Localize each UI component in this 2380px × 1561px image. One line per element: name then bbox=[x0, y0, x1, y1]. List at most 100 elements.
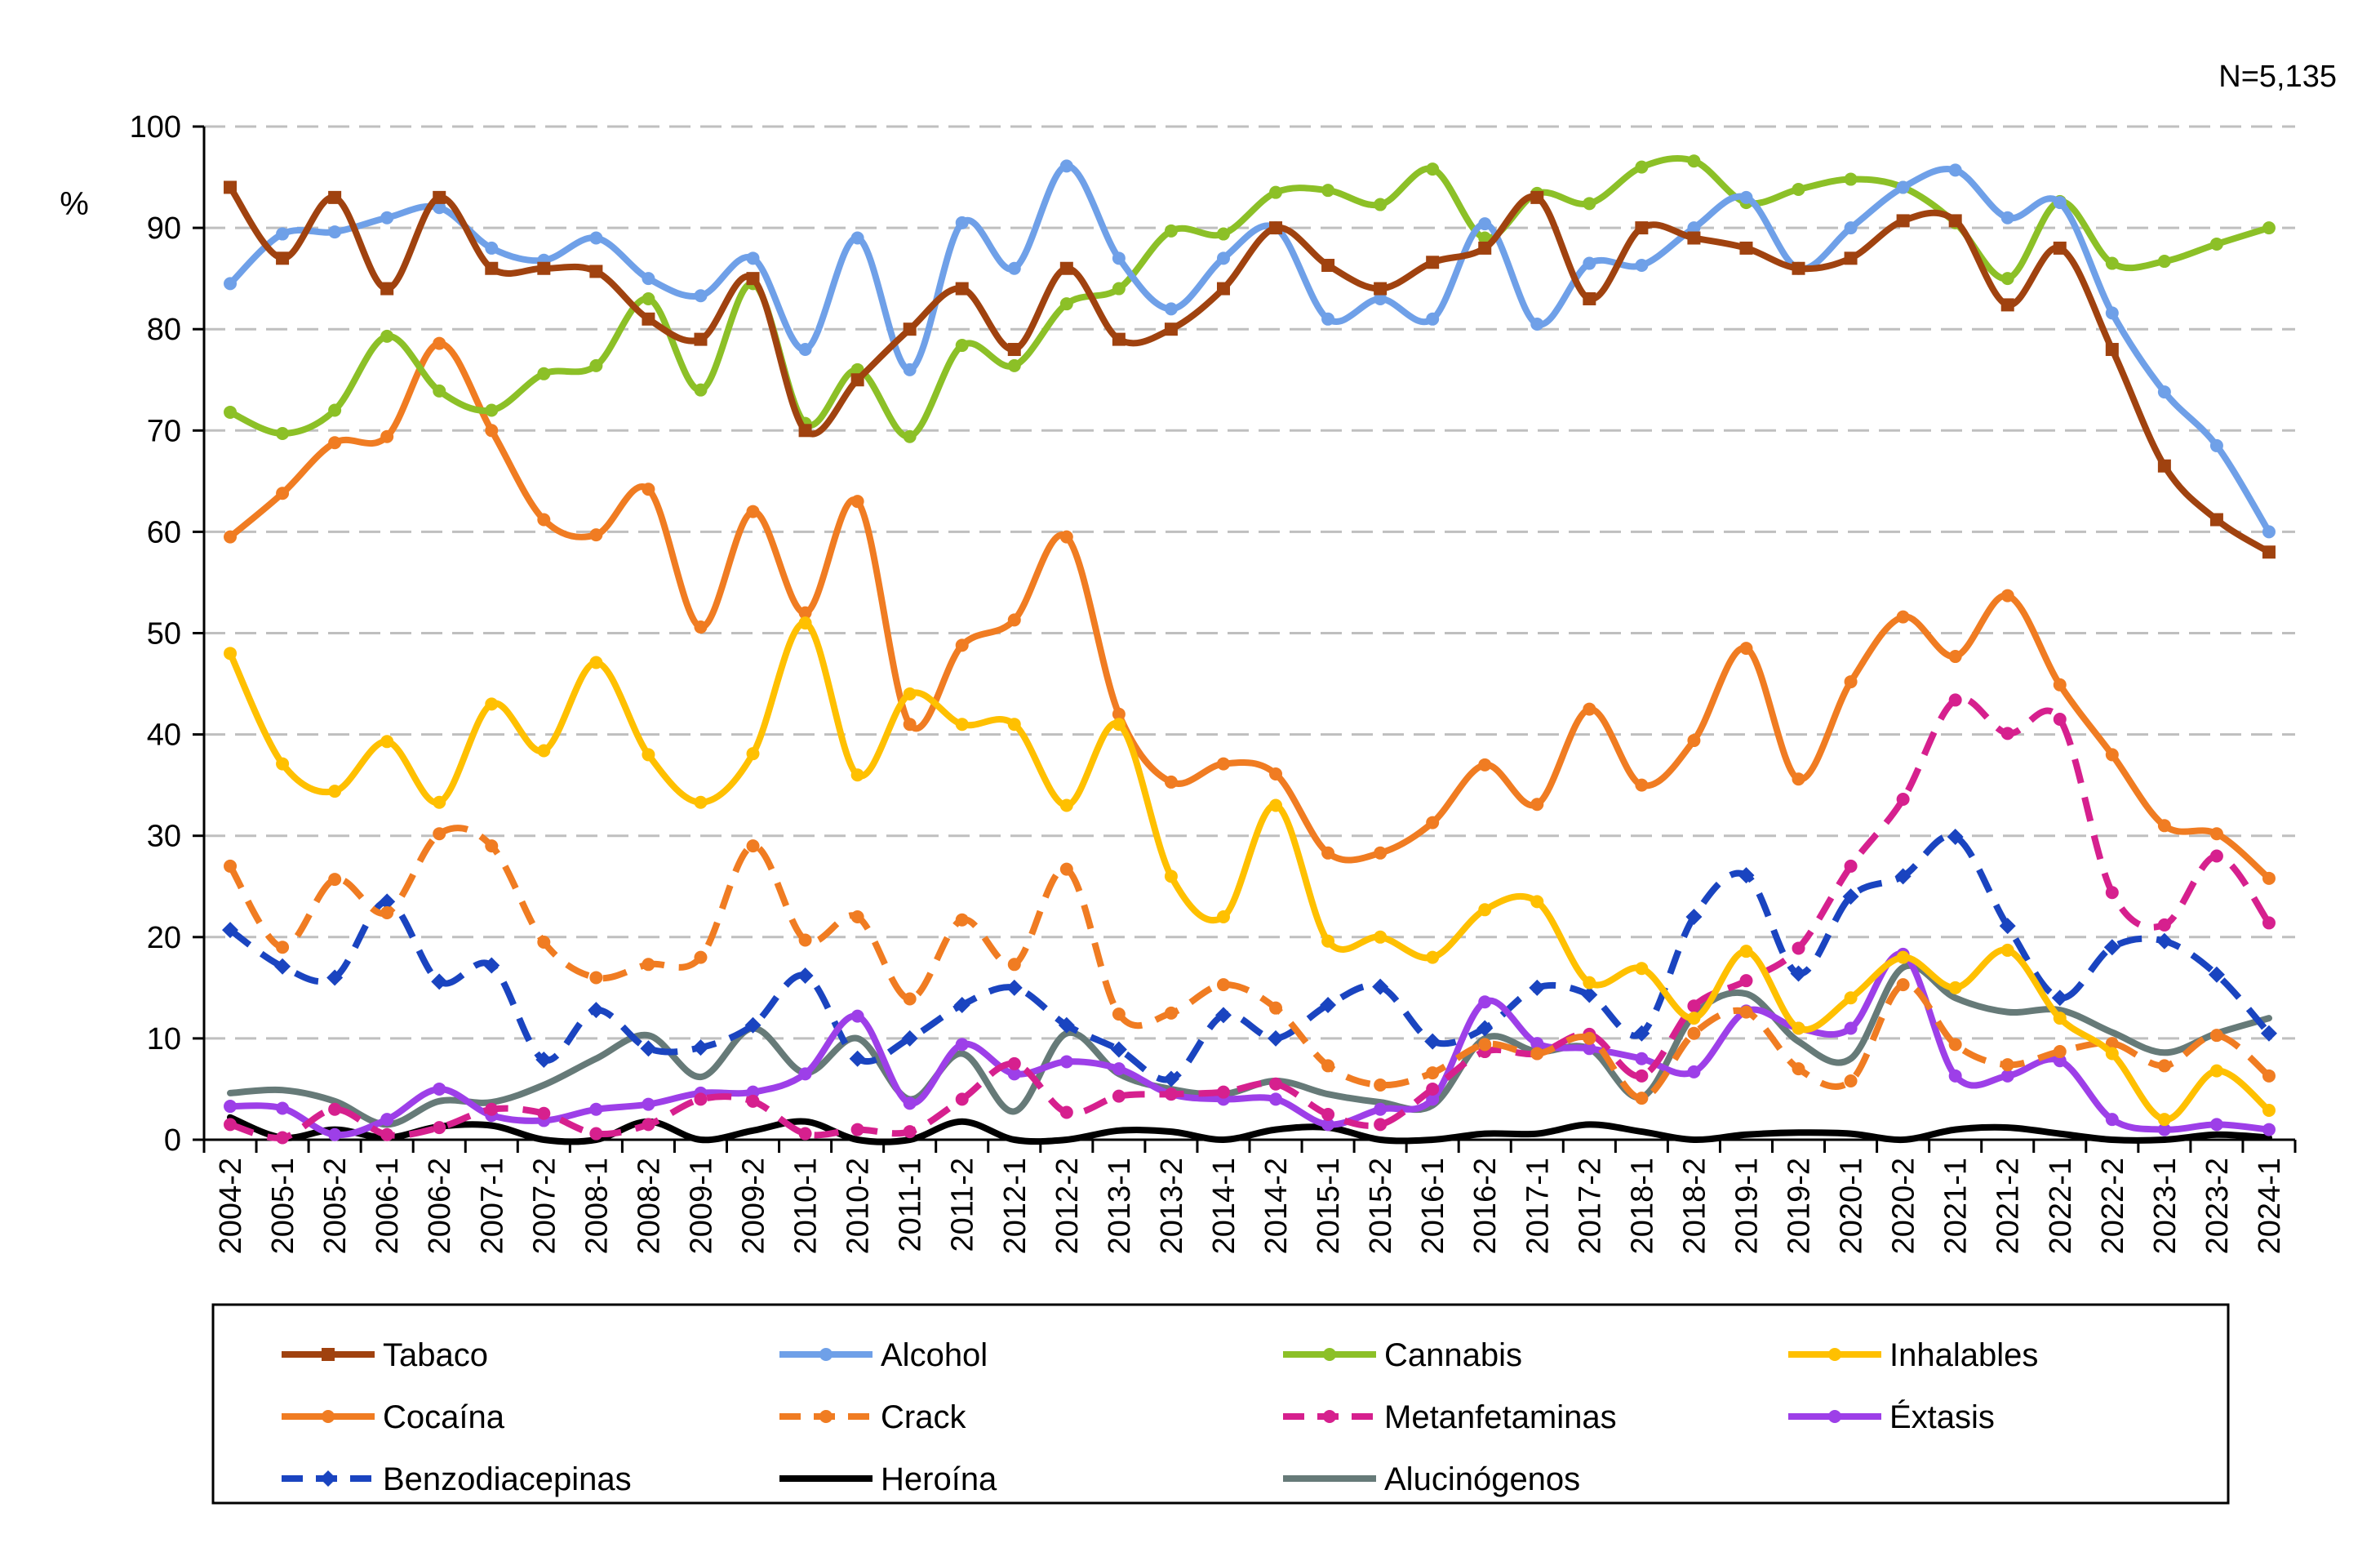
data-point-tabaco bbox=[1007, 343, 1021, 357]
data-point-inhalables bbox=[2000, 943, 2014, 957]
legend-marker bbox=[1828, 1410, 1841, 1423]
data-point-benzodiacepinas bbox=[901, 1030, 918, 1047]
data-point-benzodiacepinas bbox=[2051, 990, 2068, 1007]
data-point-cannabis bbox=[1374, 198, 1388, 211]
data-point-cannabis bbox=[1112, 282, 1126, 296]
data-point-cannabis bbox=[1844, 172, 1858, 186]
data-point-extasis bbox=[798, 1067, 812, 1081]
data-point-metanfetaminas bbox=[2262, 916, 2276, 930]
data-point-cocaina bbox=[2209, 827, 2223, 841]
data-point-extasis bbox=[642, 1097, 655, 1111]
legend-label: Alucinógenos bbox=[1384, 1461, 1580, 1497]
data-point-benzodiacepinas bbox=[1214, 1007, 1232, 1024]
data-point-inhalables bbox=[433, 795, 446, 809]
data-point-tabaco bbox=[2157, 459, 2171, 473]
data-point-extasis bbox=[1948, 1069, 1962, 1083]
data-point-tabaco bbox=[850, 373, 864, 387]
data-point-metanfetaminas bbox=[1321, 1107, 1335, 1121]
data-point-cocaina bbox=[1948, 650, 1962, 664]
x-tick-label: 2013-1 bbox=[1103, 1158, 1137, 1254]
data-point-cannabis bbox=[642, 291, 655, 305]
data-point-crack bbox=[694, 950, 708, 964]
data-point-alcohol bbox=[1687, 221, 1701, 235]
data-point-extasis bbox=[2053, 1054, 2067, 1068]
data-point-tabaco bbox=[746, 272, 760, 286]
data-point-metanfetaminas bbox=[589, 1127, 603, 1141]
data-point-alcohol bbox=[380, 211, 394, 225]
data-point-tabaco bbox=[1112, 332, 1126, 346]
data-point-extasis bbox=[1478, 995, 1492, 1009]
data-point-alcohol bbox=[1007, 261, 1021, 275]
data-point-benzodiacepinas bbox=[1110, 1041, 1127, 1058]
data-point-extasis bbox=[2157, 1123, 2171, 1136]
data-point-alcohol bbox=[1426, 312, 1440, 326]
data-point-metanfetaminas bbox=[276, 1131, 290, 1145]
data-point-extasis bbox=[1321, 1118, 1335, 1132]
x-tick-label: 2013-2 bbox=[1155, 1158, 1189, 1254]
sample-size-annotation: N=5,135 bbox=[2218, 60, 2337, 94]
data-point-metanfetaminas bbox=[1112, 1089, 1126, 1103]
data-point-tabaco bbox=[1687, 231, 1701, 245]
data-point-benzodiacepinas bbox=[535, 1051, 553, 1068]
legend-marker bbox=[322, 1410, 335, 1423]
data-point-cannabis bbox=[1635, 160, 1649, 174]
data-point-extasis bbox=[1112, 1062, 1126, 1076]
data-point-cocaina bbox=[1426, 816, 1440, 829]
data-point-crack bbox=[1687, 1026, 1701, 1040]
legend-label: Benzodiacepinas bbox=[383, 1461, 632, 1497]
data-point-tabaco bbox=[2053, 241, 2067, 255]
x-tick-label: 2017-1 bbox=[1521, 1158, 1555, 1254]
data-point-crack bbox=[1059, 862, 1073, 876]
data-point-cocaina bbox=[2105, 748, 2119, 762]
x-tick-label: 2021-2 bbox=[1991, 1158, 2026, 1254]
x-tick-label: 2018-1 bbox=[1625, 1158, 1659, 1254]
data-point-cannabis bbox=[328, 403, 342, 417]
data-point-alcohol bbox=[850, 231, 864, 245]
x-tick-label: 2016-1 bbox=[1416, 1158, 1450, 1254]
data-point-metanfetaminas bbox=[903, 1125, 917, 1139]
data-point-cocaina bbox=[1635, 778, 1649, 792]
data-point-alcohol bbox=[2262, 525, 2276, 539]
data-point-cocaina bbox=[746, 505, 760, 518]
data-point-inhalables bbox=[589, 656, 603, 669]
x-tick-label: 2009-2 bbox=[737, 1158, 771, 1254]
data-point-inhalables bbox=[537, 744, 551, 758]
x-tick-label: 2014-2 bbox=[1259, 1158, 1294, 1254]
data-point-inhalables bbox=[1583, 976, 1596, 990]
data-point-cannabis bbox=[1583, 197, 1596, 211]
data-point-metanfetaminas bbox=[798, 1127, 812, 1141]
data-point-metanfetaminas bbox=[1164, 1087, 1178, 1101]
data-point-extasis bbox=[433, 1082, 446, 1096]
data-point-alcohol bbox=[903, 362, 917, 376]
data-point-metanfetaminas bbox=[1059, 1105, 1073, 1119]
data-point-tabaco bbox=[1216, 282, 1230, 296]
y-tick-labels: 0 10 20 30 40 50 60 70 80 90 100 bbox=[130, 110, 181, 1158]
data-point-inhalables bbox=[1059, 798, 1073, 812]
data-point-inhalables bbox=[746, 747, 760, 761]
data-point-crack bbox=[1269, 1001, 1283, 1015]
legend-label: Heroína bbox=[881, 1461, 997, 1497]
x-tick-label: 2019-1 bbox=[1729, 1158, 1764, 1254]
data-point-crack bbox=[328, 873, 342, 887]
data-point-alcohol bbox=[798, 343, 812, 357]
legend-item-cocaina: Cocaína bbox=[282, 1399, 505, 1435]
data-point-crack bbox=[2000, 1058, 2014, 1072]
data-point-cannabis bbox=[1059, 297, 1073, 311]
data-point-metanfetaminas bbox=[433, 1121, 446, 1135]
data-point-cocaina bbox=[1792, 772, 1805, 786]
legend-item-heroina: Heroína bbox=[779, 1461, 997, 1497]
data-point-tabaco bbox=[380, 282, 394, 296]
data-point-benzodiacepinas bbox=[692, 1039, 709, 1056]
data-point-benzodiacepinas bbox=[953, 996, 970, 1013]
data-point-alcohol bbox=[1948, 163, 1962, 177]
legend-label: Crack bbox=[881, 1399, 966, 1435]
data-point-crack bbox=[537, 936, 551, 949]
series-heroina bbox=[227, 1114, 2272, 1145]
data-point-cocaina bbox=[642, 483, 655, 496]
data-point-benzodiacepinas bbox=[1529, 979, 1546, 996]
data-point-tabaco bbox=[2000, 298, 2014, 312]
data-point-cocaina bbox=[955, 638, 969, 652]
data-point-inhalables bbox=[1844, 991, 1858, 1005]
data-point-cannabis bbox=[1007, 358, 1021, 372]
x-tick-label: 2012-2 bbox=[1050, 1158, 1085, 1254]
